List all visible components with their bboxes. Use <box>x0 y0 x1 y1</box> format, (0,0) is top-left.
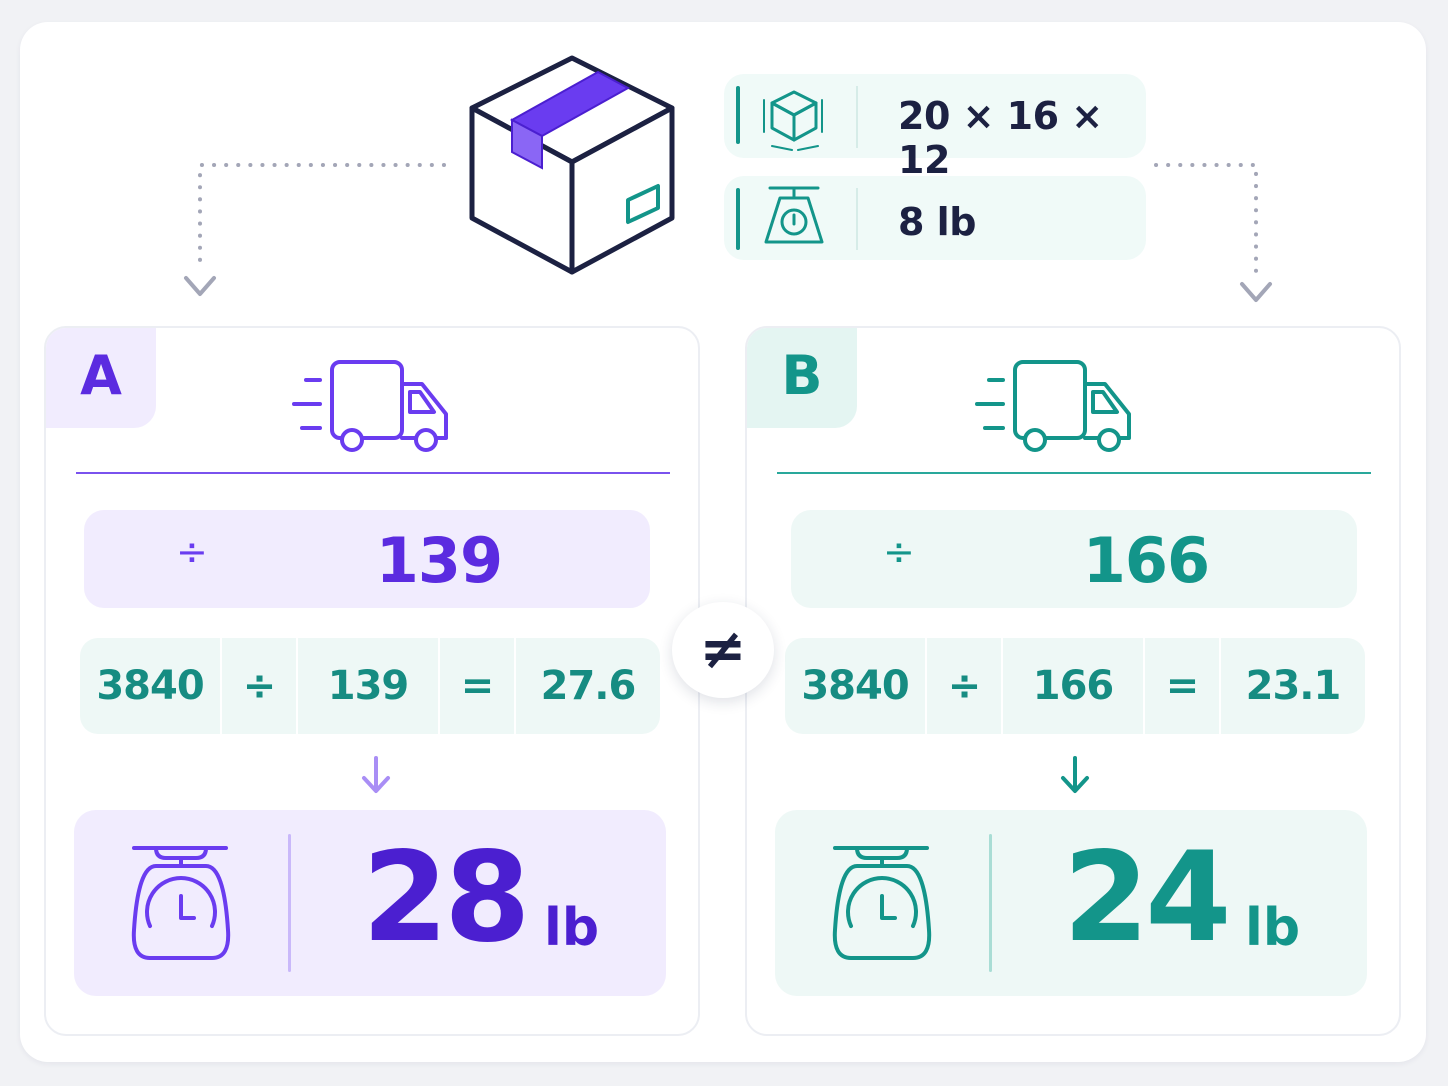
delivery-truck-icon <box>975 360 1131 452</box>
weight-pill: 8 lb <box>724 176 1146 260</box>
calculation-row: 3840 ÷ 139 = 27.6 <box>80 638 660 734</box>
billable-weight-value: 28 <box>362 826 531 970</box>
arrow-down-icon <box>362 756 390 793</box>
calc-divisor: 166 <box>1032 663 1115 709</box>
billable-weight-box: 24 lb <box>775 810 1367 996</box>
calc-divisor: 139 <box>327 663 410 709</box>
delivery-truck-icon <box>292 360 448 452</box>
kitchen-scale-icon <box>832 846 932 960</box>
calc-result: 27.6 <box>540 663 637 709</box>
scale-icon <box>764 186 824 244</box>
equals-operator: = <box>460 663 495 709</box>
calculation-row: 3840 ÷ 166 = 23.1 <box>785 638 1365 734</box>
calc-result: 23.1 <box>1245 663 1342 709</box>
dimensions-pill: 20 × 16 × 12 <box>724 74 1146 182</box>
volume-value: 3840 <box>801 663 909 709</box>
divisor-box: ÷ 139 <box>84 510 650 608</box>
cube-dimensions-icon <box>763 90 823 151</box>
carrier-card-a: A ÷ 139 3840 ÷ 139 = 27.6 <box>44 326 700 1036</box>
divisor-box: ÷ 166 <box>791 510 1357 608</box>
carrier-tag: B <box>747 328 857 428</box>
volume-value: 3840 <box>96 663 204 709</box>
carrier-tag: A <box>46 328 156 428</box>
billable-weight-unit: lb <box>1245 898 1301 958</box>
dimensions-value: 20 × 16 × 12 <box>898 94 1103 182</box>
divisor-value: 139 <box>375 524 503 597</box>
kitchen-scale-icon <box>131 846 231 960</box>
carrier-card-b: B ÷ 166 3840 ÷ 166 = 23.1 <box>745 326 1401 1036</box>
carrier-label: B <box>781 344 823 407</box>
equals-operator: = <box>1165 663 1200 709</box>
divisor-value: 166 <box>1082 524 1210 597</box>
divide-symbol: ÷ <box>176 530 208 574</box>
divide-operator: ÷ <box>947 663 982 709</box>
billable-weight-value: 24 <box>1063 826 1232 970</box>
billable-weight-unit: lb <box>544 898 600 958</box>
weight-value: 8 lb <box>898 200 976 244</box>
arrow-down-icon <box>1061 756 1089 793</box>
not-equal-badge: ≠ <box>672 602 774 698</box>
divide-operator: ÷ <box>242 663 277 709</box>
package-box-icon <box>469 55 675 275</box>
billable-weight-box: 28 lb <box>74 810 666 996</box>
carrier-label: A <box>80 344 122 407</box>
divide-symbol: ÷ <box>883 530 915 574</box>
